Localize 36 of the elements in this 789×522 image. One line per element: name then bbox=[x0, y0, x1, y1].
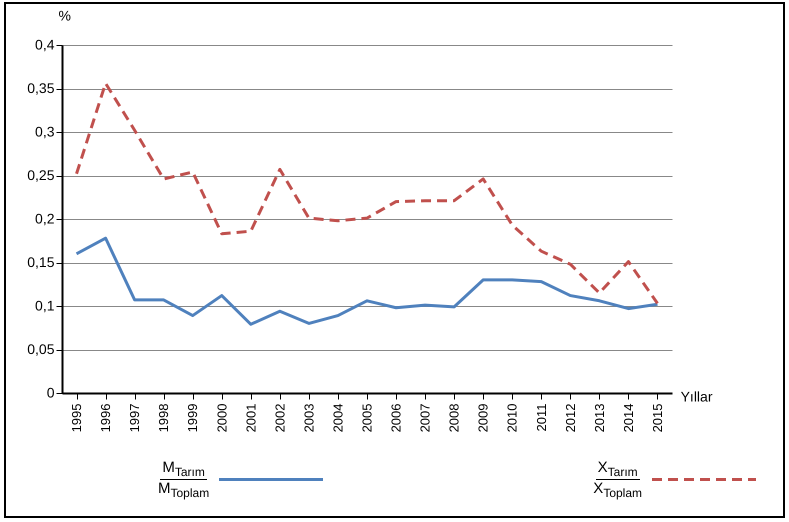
x-tick-label: 2005 bbox=[360, 404, 374, 432]
y-tick-label: 0,2 bbox=[35, 210, 55, 226]
x-tick-label: 2003 bbox=[301, 404, 316, 432]
y-tick-label: 0,3 bbox=[35, 124, 55, 140]
line-series bbox=[75, 236, 659, 326]
x-tick-label: 2010 bbox=[504, 404, 520, 432]
y-tick-label: 0,35 bbox=[27, 80, 55, 96]
x-tick-label: 2001 bbox=[243, 404, 258, 432]
x-tick-label: 2004 bbox=[330, 404, 346, 432]
x-tick-label: 2011 bbox=[534, 404, 549, 432]
y-tick-label: 0,4 bbox=[35, 36, 55, 52]
x-tick-label: 1997 bbox=[127, 404, 142, 432]
y-tick-label: 0,25 bbox=[27, 167, 55, 183]
y-tick-label: 0,15 bbox=[27, 254, 55, 270]
x-tick-label: 1998 bbox=[156, 404, 172, 432]
x-tick-label: 2000 bbox=[214, 404, 230, 432]
legend-label: M$_{Tarım}$ M$_{Toplam}$ bbox=[157, 459, 210, 500]
y-tick-label: 0,1 bbox=[35, 298, 55, 314]
legend-label: X$_{Tarım}$ X$_{Toplam}$ bbox=[592, 459, 643, 500]
x-tick-label: 2009 bbox=[476, 404, 491, 432]
y-tick-label: 0,05 bbox=[27, 341, 55, 357]
x-tick-label: 2006 bbox=[388, 404, 404, 432]
x-tick-label: 1999 bbox=[185, 404, 200, 432]
x-tick-label: 2015 bbox=[650, 404, 665, 432]
x-tick-label: 1996 bbox=[98, 404, 114, 432]
x-tick-label: 2014 bbox=[620, 404, 636, 432]
x-tick-label: 2002 bbox=[272, 404, 288, 432]
y-tick-label: 0 bbox=[46, 384, 55, 400]
x-tick-label: 2012 bbox=[562, 404, 578, 432]
x-tick-label: 2007 bbox=[418, 404, 433, 432]
x-axis-title: Yıllar bbox=[680, 388, 713, 404]
x-tick-label: 2013 bbox=[592, 404, 607, 432]
x-tick-label: 2008 bbox=[446, 404, 462, 432]
line-series bbox=[75, 82, 659, 305]
y-axis-title: % bbox=[58, 8, 71, 24]
x-tick-label: 1995 bbox=[69, 404, 84, 432]
